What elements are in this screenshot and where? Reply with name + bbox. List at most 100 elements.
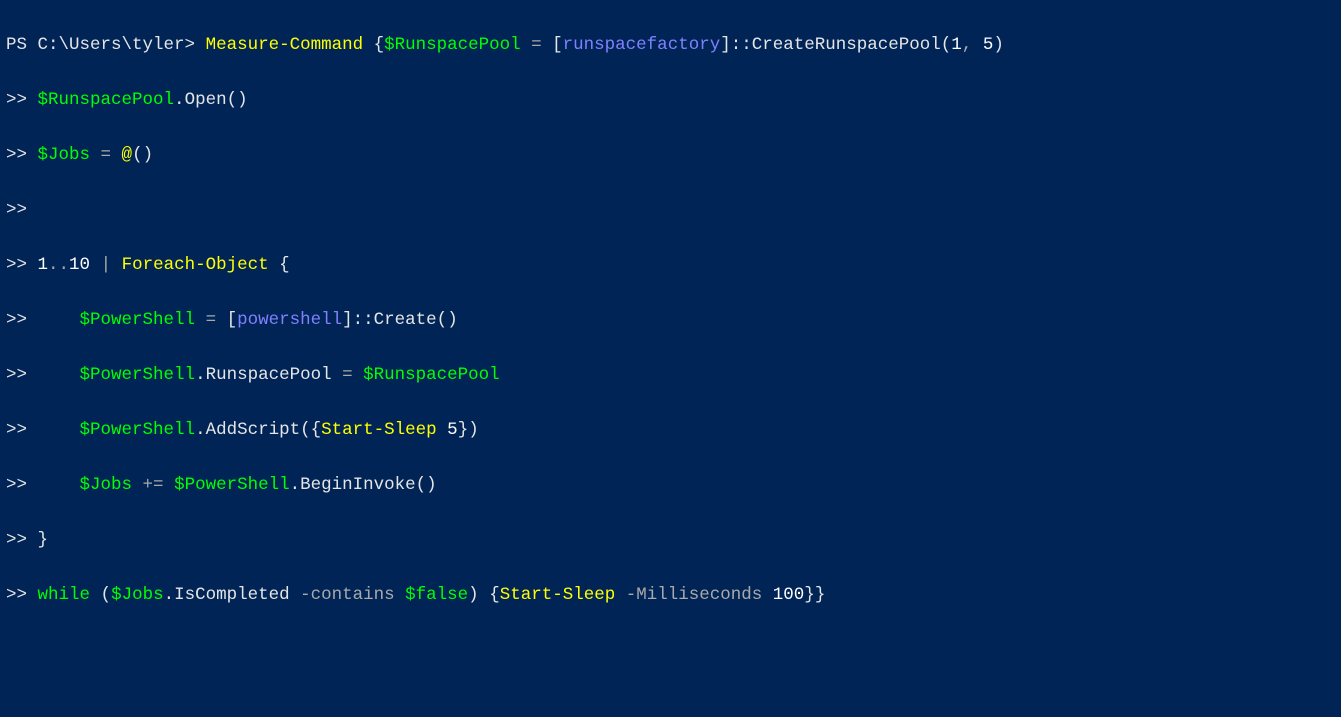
brace-close: } xyxy=(458,420,469,440)
param-milliseconds: -Milliseconds xyxy=(615,585,773,605)
range-op: .. xyxy=(48,255,69,275)
prompt-continuation: >> xyxy=(6,420,38,440)
code-line-7: >> $PowerShell.AddScript({Start-Sleep 5}… xyxy=(6,417,1335,445)
var-runspacepool: $RunspacePool xyxy=(38,90,175,110)
indent xyxy=(38,310,80,330)
brace-open: { xyxy=(311,420,322,440)
paren-open: ( xyxy=(416,475,427,495)
method-createrunspacepool: CreateRunspacePool xyxy=(752,35,941,55)
arg-1: 1 xyxy=(951,35,962,55)
prop-iscompleted: IsCompleted xyxy=(174,585,290,605)
paren-open: ( xyxy=(101,585,112,605)
space xyxy=(437,420,448,440)
op-equals: = xyxy=(332,365,364,385)
var-runspacepool: $RunspacePool xyxy=(384,35,521,55)
code-line-8: >> $Jobs += $PowerShell.BeginInvoke() xyxy=(6,472,1335,500)
cmdlet-foreach-object: Foreach-Object xyxy=(122,255,269,275)
blank-line xyxy=(6,692,1335,717)
prompt-ps: PS xyxy=(6,35,38,55)
code-line-6: >> $PowerShell.RunspacePool = $RunspaceP… xyxy=(6,362,1335,390)
prompt-continuation: >> xyxy=(6,255,38,275)
op-equals: = xyxy=(195,310,227,330)
brace-open: { xyxy=(279,255,290,275)
comma: , xyxy=(962,35,973,55)
var-jobs: $Jobs xyxy=(38,145,91,165)
prompt-path: C:\Users\tyler> xyxy=(38,35,196,55)
bracket-open: [ xyxy=(552,35,563,55)
powershell-terminal[interactable]: PS C:\Users\tyler> Measure-Command {$Run… xyxy=(0,0,1341,717)
blank-line xyxy=(6,637,1335,665)
code-line-empty: >> xyxy=(6,197,1335,225)
space xyxy=(972,35,983,55)
paren-close: ) xyxy=(143,145,154,165)
brace-close-outer: } xyxy=(815,585,826,605)
method-addscript: AddScript xyxy=(206,420,301,440)
cmdlet-measure-command: Measure-Command xyxy=(206,35,364,55)
var-runspacepool: $RunspacePool xyxy=(363,365,500,385)
brace-open: { xyxy=(489,585,500,605)
space xyxy=(90,585,101,605)
dot: . xyxy=(290,475,301,495)
indent xyxy=(38,475,80,495)
brace-open: { xyxy=(363,35,384,55)
cmdlet-start-sleep: Start-Sleep xyxy=(500,585,616,605)
code-line-9: >> } xyxy=(6,527,1335,555)
op-equals: = xyxy=(90,145,122,165)
bracket-close: ] xyxy=(342,310,353,330)
code-line-1: PS C:\Users\tyler> Measure-Command {$Run… xyxy=(6,32,1335,60)
paren-close: ) xyxy=(468,585,479,605)
op-contains: -contains xyxy=(290,585,406,605)
scope-op: :: xyxy=(353,310,374,330)
bracket-close: ] xyxy=(720,35,731,55)
paren-open: ( xyxy=(300,420,311,440)
type-powershell: powershell xyxy=(237,310,342,330)
num-5: 5 xyxy=(447,420,458,440)
dot: . xyxy=(195,365,206,385)
code-line-10: >> while ($Jobs.IsCompleted -contains $f… xyxy=(6,582,1335,610)
paren-close: ) xyxy=(447,310,458,330)
method-create: Create xyxy=(374,310,437,330)
pipe: | xyxy=(90,255,122,275)
brace-close: } xyxy=(804,585,815,605)
code-line-5: >> $PowerShell = [powershell]::Create() xyxy=(6,307,1335,335)
type-runspacefactory: runspacefactory xyxy=(563,35,721,55)
prompt-continuation: >> xyxy=(6,310,38,330)
op-plus-equals: += xyxy=(132,475,174,495)
val-false: $false xyxy=(405,585,468,605)
prompt-continuation: >> xyxy=(6,200,38,220)
paren-close: ) xyxy=(426,475,437,495)
space xyxy=(269,255,280,275)
paren-open: ( xyxy=(941,35,952,55)
dot: . xyxy=(174,90,185,110)
var-powershell: $PowerShell xyxy=(80,420,196,440)
paren-close: ) xyxy=(993,35,1004,55)
op-equals: = xyxy=(521,35,553,55)
paren-close: ) xyxy=(468,420,479,440)
prompt-continuation: >> xyxy=(6,585,38,605)
dot: . xyxy=(164,585,175,605)
prop-runspacepool: RunspacePool xyxy=(206,365,332,385)
keyword-while: while xyxy=(38,585,91,605)
method-open: Open xyxy=(185,90,227,110)
indent xyxy=(38,420,80,440)
var-powershell: $PowerShell xyxy=(174,475,290,495)
var-jobs: $Jobs xyxy=(111,585,164,605)
space xyxy=(195,35,206,55)
prompt-continuation: >> xyxy=(6,365,38,385)
code-line-4: >> 1..10 | Foreach-Object { xyxy=(6,252,1335,280)
num-100: 100 xyxy=(773,585,805,605)
bracket-open: [ xyxy=(227,310,238,330)
method-begininvoke: BeginInvoke xyxy=(300,475,416,495)
num-10: 10 xyxy=(69,255,90,275)
paren-open: ( xyxy=(132,145,143,165)
scope-op: :: xyxy=(731,35,752,55)
array-at: @ xyxy=(122,145,133,165)
prompt-continuation: >> xyxy=(6,90,38,110)
dot: . xyxy=(195,420,206,440)
code-line-3: >> $Jobs = @() xyxy=(6,142,1335,170)
space xyxy=(479,585,490,605)
prompt-continuation: >> xyxy=(6,475,38,495)
prompt-continuation: >> xyxy=(6,530,38,550)
arg-5: 5 xyxy=(983,35,994,55)
num-1: 1 xyxy=(38,255,49,275)
